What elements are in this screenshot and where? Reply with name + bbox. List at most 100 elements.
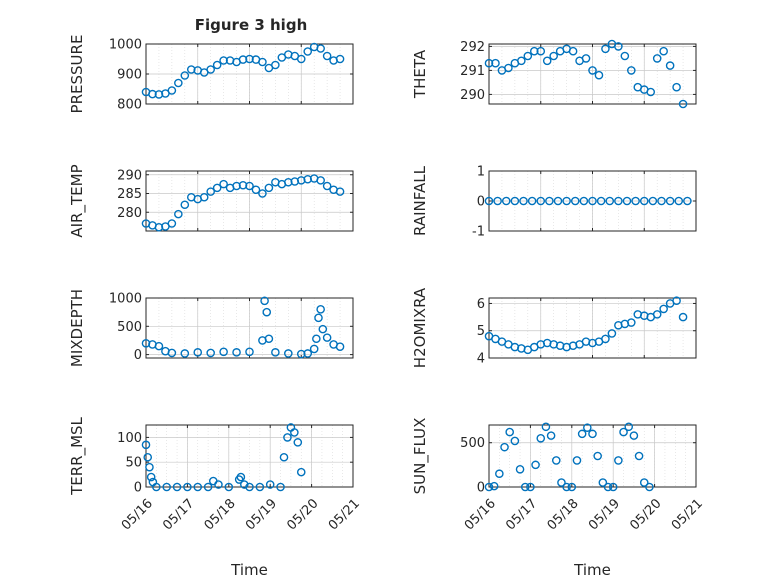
data-point	[322, 181, 332, 191]
data-point	[526, 482, 535, 492]
data-point	[284, 349, 293, 358]
y-tick-label: 500	[117, 320, 142, 335]
data-point	[167, 348, 177, 358]
data-point	[551, 456, 561, 465]
data-point	[335, 342, 345, 351]
data-point	[545, 196, 554, 206]
data-point	[335, 187, 345, 196]
data-point	[152, 482, 161, 492]
data-point	[594, 70, 604, 80]
data-point	[529, 46, 539, 56]
data-point	[262, 307, 272, 317]
data-point	[245, 181, 254, 191]
data-point	[489, 481, 499, 491]
data-point	[180, 71, 190, 80]
data-point	[627, 66, 636, 75]
data-point	[296, 349, 306, 359]
data-point	[581, 54, 591, 63]
data-point	[583, 423, 592, 432]
data-point	[154, 341, 164, 351]
data-point	[678, 312, 688, 322]
data-point	[260, 296, 269, 306]
data-point	[614, 196, 623, 206]
data-point	[264, 334, 274, 344]
data-point	[318, 324, 328, 334]
data-point	[322, 51, 332, 61]
data-point	[627, 318, 636, 327]
data-point	[570, 196, 580, 206]
data-point	[652, 310, 662, 319]
data-point	[603, 482, 613, 492]
subplot-mixdepth: 0 500 1000 MIXDEPTH	[68, 289, 354, 367]
data-point	[174, 209, 183, 219]
subplot-h2omixra: 4 5 6 H2OMIXRA	[411, 287, 697, 368]
data-point	[665, 61, 675, 70]
data-point	[542, 56, 552, 66]
data-point	[515, 464, 525, 474]
data-point	[145, 462, 154, 472]
y-axis-label: THETA	[411, 49, 429, 99]
y-tick-label: 291	[460, 64, 485, 79]
subplot-sun_flux: 0 500 05/16 05/17 05/18 05/19 05/20 05/21 Time SU…	[411, 418, 706, 579]
data-point	[493, 196, 502, 206]
y-axis-label: RAINFALL	[411, 165, 429, 236]
data-point	[491, 58, 500, 68]
figure-title: Figure 3 high	[195, 16, 308, 34]
data-point	[279, 452, 289, 462]
data-point	[183, 482, 192, 492]
data-point	[283, 433, 292, 442]
y-tick-label: 5	[477, 324, 485, 339]
y-tick-label: 1000	[109, 292, 142, 307]
data-point	[293, 438, 303, 447]
data-point	[517, 56, 526, 66]
data-point	[510, 436, 520, 446]
y-tick-label: 800	[117, 98, 142, 113]
y-axis-label: H2OMIXRA	[411, 287, 429, 368]
data-point	[290, 428, 299, 437]
data-point	[162, 482, 171, 492]
data-point	[316, 176, 325, 185]
data-point	[531, 460, 540, 470]
data-point	[236, 472, 246, 482]
subplot-air_temp: 280 285 290 AIR_TEMP	[68, 164, 354, 238]
data-point	[219, 347, 228, 357]
data-point	[629, 431, 639, 440]
data-point	[322, 333, 332, 342]
data-point	[510, 196, 520, 206]
data-point	[598, 478, 608, 487]
y-tick-label: 285	[117, 187, 142, 202]
x-tick-label: 05/19	[243, 496, 280, 533]
y-axis-label: AIR_TEMP	[68, 164, 87, 237]
data-point	[251, 185, 261, 195]
y-tick-label: 292	[460, 40, 485, 55]
data-point	[484, 196, 494, 206]
x-tick-label: 05/20	[627, 496, 664, 533]
data-point	[174, 78, 183, 88]
x-tick-label: 05/20	[284, 496, 321, 533]
data-point	[568, 46, 578, 56]
data-point	[624, 422, 634, 432]
data-point	[212, 60, 222, 70]
x-tick-label: 05/16	[462, 496, 499, 533]
data-point	[258, 57, 267, 67]
data-point	[614, 456, 623, 465]
data-point	[314, 313, 323, 323]
data-point	[172, 482, 182, 492]
data-point	[271, 348, 280, 357]
y-tick-label: 1	[477, 165, 485, 180]
data-point	[265, 480, 275, 489]
data-point	[536, 196, 546, 206]
y-axis-label: SUN_FLUX	[411, 418, 430, 495]
x-axis-label: Time	[230, 561, 268, 579]
data-point	[631, 196, 640, 206]
y-tick-label: 290	[460, 88, 485, 103]
data-point	[659, 304, 668, 314]
data-point	[224, 482, 234, 492]
data-point	[567, 482, 577, 492]
y-axis-label: TERR_MSL	[68, 416, 87, 495]
data-point	[271, 60, 280, 70]
y-tick-label: 0	[477, 481, 485, 496]
data-point	[500, 442, 509, 452]
y-tick-label: -1	[472, 225, 485, 240]
